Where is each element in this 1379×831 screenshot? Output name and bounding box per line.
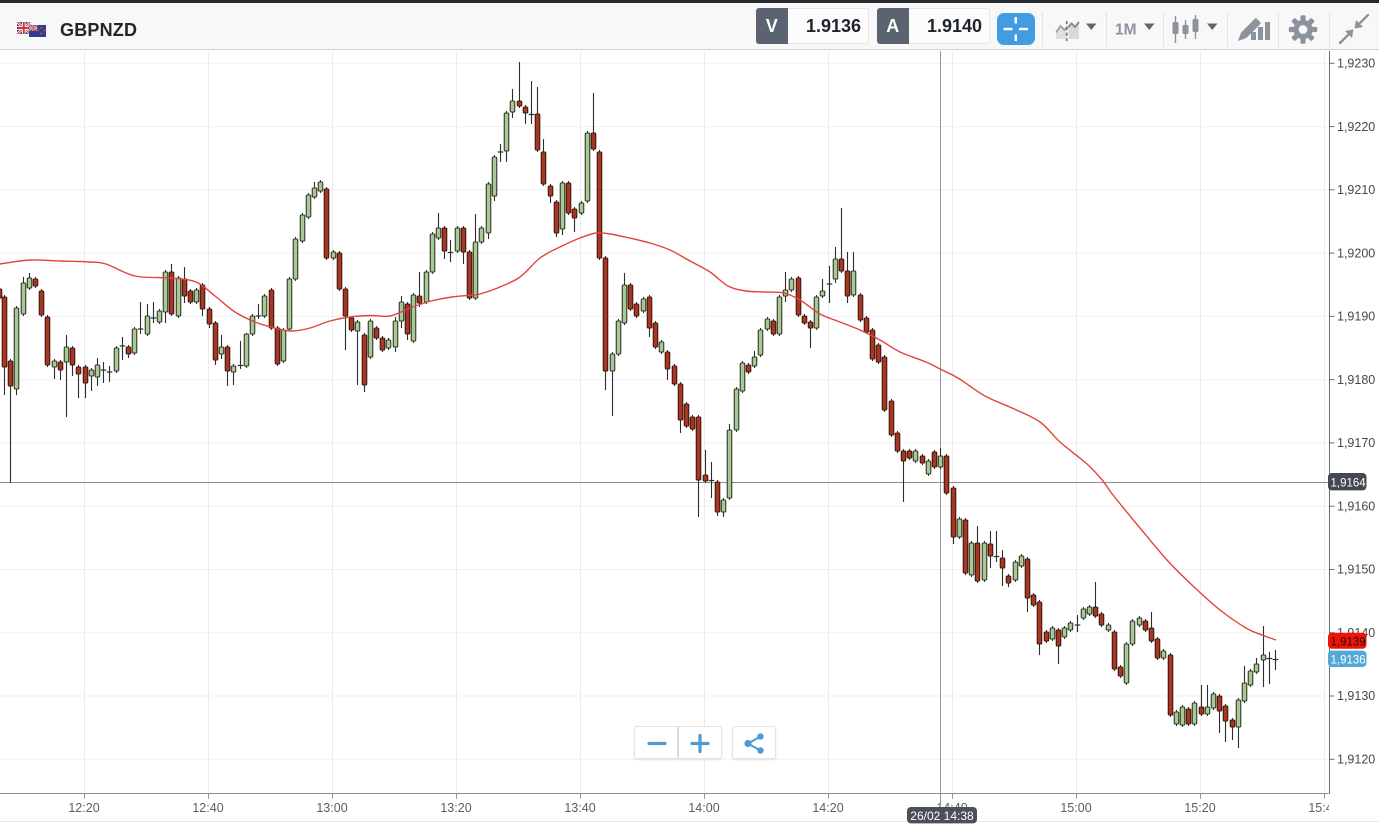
svg-text:14:00: 14:00 [688, 801, 719, 815]
svg-text:1,9160: 1,9160 [1337, 499, 1375, 513]
svg-text:15:20: 15:20 [1184, 801, 1215, 815]
svg-text:13:00: 13:00 [316, 801, 347, 815]
svg-text:1,9150: 1,9150 [1337, 563, 1375, 577]
svg-text:1,9220: 1,9220 [1337, 120, 1375, 134]
svg-text:26/02 14:38: 26/02 14:38 [910, 809, 974, 823]
svg-text:1,9210: 1,9210 [1337, 183, 1375, 197]
svg-text:15:40: 15:40 [1308, 801, 1339, 815]
svg-text:1,9200: 1,9200 [1337, 246, 1375, 260]
svg-text:12:40: 12:40 [192, 801, 223, 815]
svg-text:12:20: 12:20 [68, 801, 99, 815]
svg-text:14:20: 14:20 [812, 801, 843, 815]
svg-text:1,9190: 1,9190 [1337, 310, 1375, 324]
svg-text:1,9180: 1,9180 [1337, 373, 1375, 387]
svg-text:1,9164: 1,9164 [1331, 477, 1367, 489]
svg-text:1,9120: 1,9120 [1337, 753, 1375, 767]
svg-text:13:20: 13:20 [440, 801, 471, 815]
svg-text:15:00: 15:00 [1060, 801, 1091, 815]
svg-text:1M: 1M [1115, 22, 1137, 39]
svg-text:1,9170: 1,9170 [1337, 436, 1375, 450]
svg-text:1,9230: 1,9230 [1337, 57, 1375, 71]
svg-text:13:40: 13:40 [564, 801, 595, 815]
svg-text:1,9130: 1,9130 [1337, 689, 1375, 703]
svg-text:1,9139: 1,9139 [1331, 636, 1366, 648]
svg-text:1,9136: 1,9136 [1331, 654, 1366, 666]
